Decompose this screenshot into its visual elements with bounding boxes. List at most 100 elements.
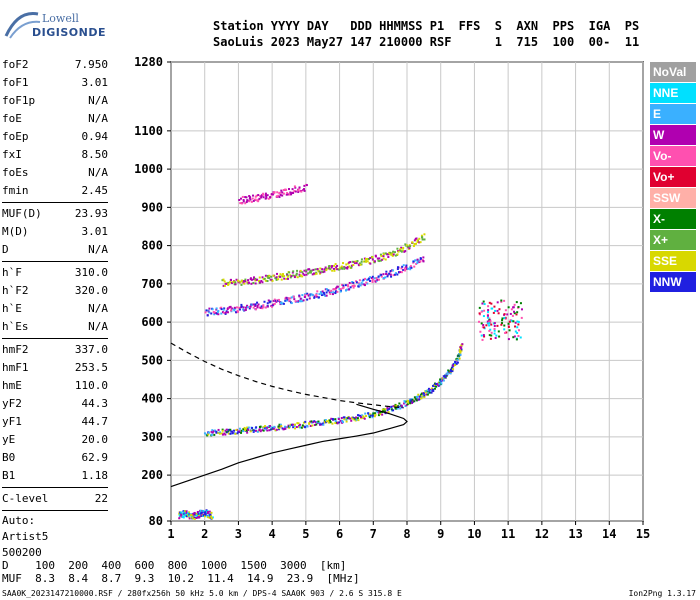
echo-point (351, 284, 354, 287)
echo-point (307, 294, 310, 297)
echo-point (420, 234, 423, 237)
echo-point (284, 425, 287, 428)
echo-point (371, 413, 374, 416)
echo-point (364, 412, 367, 415)
echo-point (270, 275, 273, 278)
echo-point (507, 306, 510, 309)
echo-point (184, 514, 187, 517)
echo-point (242, 308, 245, 311)
echo-point (255, 278, 258, 281)
echo-point (238, 199, 241, 202)
echo-point (222, 284, 225, 287)
echo-point (452, 368, 455, 371)
echo-point (243, 426, 246, 429)
echo-point (382, 257, 385, 260)
echo-point (224, 429, 227, 432)
y-axis-ticks: 80 200 300 400 500 600 700 800 900 1000 1100 1280 (134, 55, 171, 528)
echo-point (251, 197, 254, 200)
echo-point (418, 241, 421, 244)
echo-point (254, 303, 257, 306)
direction-legend: NoVal NNE E W Vo- Vo+ SSW X- X+ SSE NNW (650, 62, 696, 293)
echo-point (227, 428, 230, 431)
echo-point (264, 306, 267, 309)
echo-point (277, 278, 280, 281)
echo-point (379, 259, 382, 262)
echo-point (328, 267, 331, 270)
echo-point (354, 260, 357, 263)
param-label: foE (2, 112, 22, 125)
echo-point (253, 429, 256, 432)
echo-point (311, 273, 314, 276)
echo-point (328, 265, 331, 268)
echo-point (241, 195, 244, 198)
echo-point (250, 200, 253, 203)
echo-point (255, 426, 258, 429)
echo-point (292, 295, 295, 298)
echo-point (452, 364, 455, 367)
echo-point (245, 306, 248, 309)
echo-point (517, 323, 520, 326)
echo-point (351, 281, 354, 284)
echo-point (366, 260, 369, 263)
echo-point (285, 296, 288, 299)
echo-point (274, 429, 277, 432)
echo-point (341, 283, 344, 286)
echo-point (337, 418, 340, 421)
echo-point (271, 193, 274, 196)
echo-point (316, 295, 319, 298)
echo-point (230, 278, 233, 281)
echo-point (373, 261, 376, 264)
echo-point (266, 305, 269, 308)
echo-point (256, 301, 259, 304)
param-label: yF1 (2, 415, 22, 428)
echo-point (343, 416, 346, 419)
echo-point (488, 324, 491, 327)
echo-point (264, 192, 267, 195)
echo-point (497, 330, 500, 333)
echo-point (308, 297, 311, 300)
legend-item: E (650, 104, 696, 124)
version-label: Ion2Png 1.3.17 (628, 589, 696, 598)
echo-point (389, 273, 392, 276)
echo-point (178, 517, 181, 520)
param-label: hmE (2, 379, 22, 392)
echo-point (358, 279, 361, 282)
echo-point (296, 269, 299, 272)
echo-point (302, 421, 305, 424)
echo-point (409, 402, 412, 405)
echo-point (255, 194, 258, 197)
param-label: h`E (2, 302, 22, 315)
echo-point (432, 388, 435, 391)
echo-point (280, 425, 283, 428)
echo-point (243, 282, 246, 285)
echo-point (286, 298, 289, 301)
echo-point (320, 294, 323, 297)
echo-point (382, 253, 385, 256)
param-label: fxI (2, 148, 22, 161)
echo-point (402, 268, 405, 271)
param-value: 3.01 (81, 76, 109, 89)
echo-point (252, 194, 255, 197)
echo-point (365, 281, 368, 284)
echo-point (348, 417, 351, 420)
echo-point (239, 202, 242, 205)
x-tick-label: 6 (336, 527, 343, 541)
echo-point (211, 308, 214, 311)
echo-point (297, 300, 300, 303)
echo-point (479, 330, 482, 333)
param-label: yE (2, 433, 16, 446)
param-label: B0 (2, 451, 16, 464)
echo-point (331, 265, 334, 268)
echo-point (513, 310, 516, 313)
echo-point (405, 265, 408, 268)
echo-point (490, 331, 493, 334)
echo-point (365, 259, 368, 262)
echo-point (428, 390, 431, 393)
echo-point (209, 514, 212, 517)
param-label: hmF2 (2, 343, 29, 356)
echo-point (303, 189, 306, 192)
echo-point (288, 271, 291, 274)
echo-point (330, 291, 333, 294)
echo-point (306, 298, 309, 301)
echo-point (382, 273, 385, 276)
